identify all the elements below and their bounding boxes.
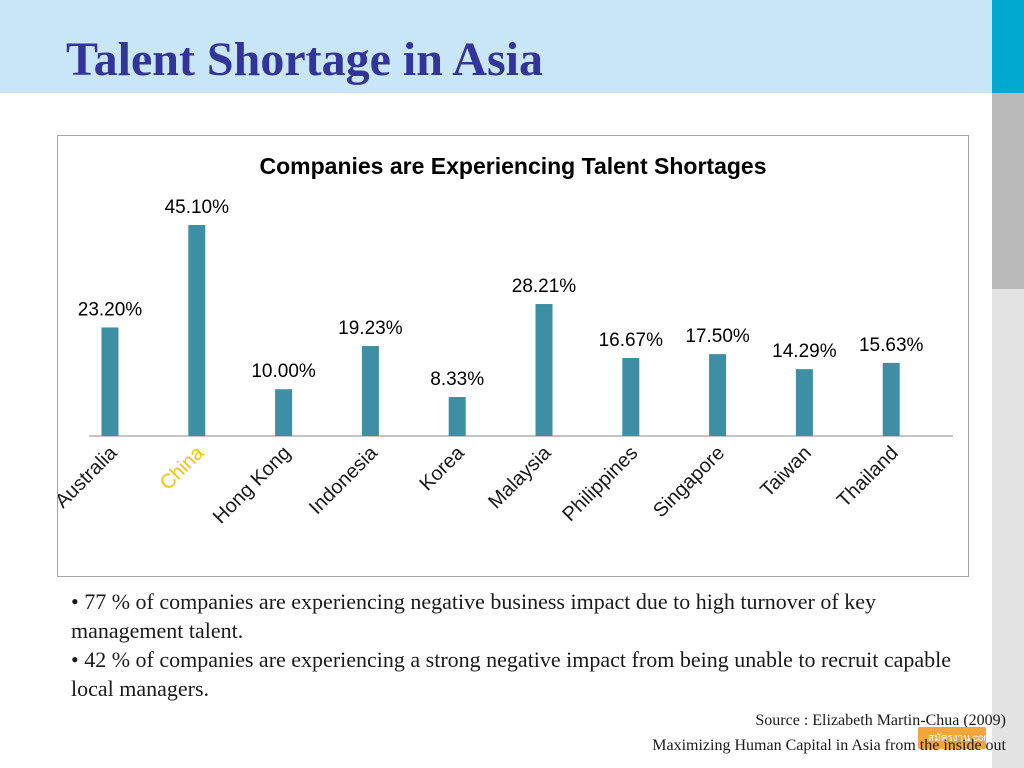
x-tick-label: Singapore [649,442,729,522]
data-label: 15.63% [859,335,924,356]
bar-indonesia [361,346,379,436]
data-label: 23.20% [78,299,143,320]
bar-philippines [622,358,640,436]
accent-bar-light [992,289,1024,768]
x-tick-label: Philippines [558,442,642,526]
bullet-item: • 77 % of companies are experiencing neg… [71,589,876,643]
bar-singapore [709,354,727,436]
data-label: 10.00% [251,361,316,382]
x-tick-label: Hong Kong [209,442,295,528]
source-subtitle: Maximizing Human Capital in Asia from th… [652,737,1006,754]
x-tick-label: Korea [415,441,469,495]
bullet-list: • 77 % of companies are experiencing neg… [71,587,981,703]
accent-bar-teal [992,0,1024,93]
header-band [0,0,992,93]
bar-hong-kong [275,389,293,436]
data-label: 28.21% [512,276,577,297]
bar-taiwan [795,369,813,436]
x-tick-label: China [156,441,209,494]
accent-bar-gray [992,93,1024,289]
badge-text: สมัครงาน.com [928,733,992,744]
data-label: 45.10% [165,197,230,218]
source-citation: Source : Elizabeth Martin-Chua (2009) [755,712,1006,729]
x-tick-label: Australia [58,441,122,512]
bar-thailand [882,362,900,436]
bar-australia [101,327,119,436]
data-label: 16.67% [599,330,664,351]
x-tick-label: Thailand [833,442,903,512]
site-badge[interactable]: สมัครงาน.com [918,727,992,749]
slide-title: Talent Shortage in Asia [66,33,543,86]
data-label: 19.23% [338,318,403,339]
chart-frame: Companies are Experiencing Talent Shorta… [57,135,969,577]
x-tick-label: Taiwan [756,442,816,502]
bar-chart: Companies are Experiencing Talent Shorta… [58,153,953,528]
data-label: 17.50% [685,326,750,347]
x-tick-label: Malaysia [484,441,556,513]
data-label: 14.29% [772,341,837,362]
bar-china [188,225,206,436]
bars-group: 23.20% Australia 45.10% China 10.00% Hong Kon… [58,197,924,528]
bullet-item: • 42 % of companies are experiencing a s… [71,647,952,701]
bar-korea [448,397,466,436]
chart-title: Companies are Experiencing Talent Shorta… [260,153,767,179]
bar-malaysia [535,304,553,436]
x-tick-label: Indonesia [305,441,383,519]
data-label: 8.33% [430,369,484,390]
